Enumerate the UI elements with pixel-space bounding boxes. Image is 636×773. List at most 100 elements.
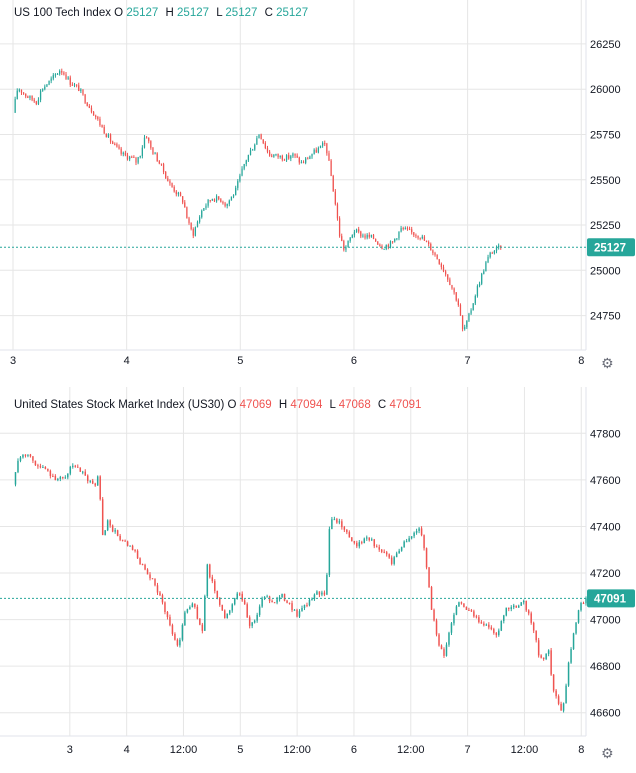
candle-body bbox=[207, 200, 209, 206]
candle-body bbox=[370, 234, 373, 237]
candle-body bbox=[358, 229, 360, 232]
candle-body bbox=[90, 107, 93, 112]
candle-body bbox=[475, 616, 478, 618]
x-tick-label: 12:00 bbox=[170, 744, 198, 756]
candle-body bbox=[394, 238, 396, 242]
candle-body bbox=[445, 644, 448, 656]
candlestick-chart-us100[interactable]: 24750 25000 25250 25500 25750 26000 26250 3 4 5 6 7… bbox=[0, 0, 636, 376]
candle-body bbox=[435, 620, 438, 635]
candle-body bbox=[455, 292, 457, 301]
candle-body bbox=[104, 530, 106, 535]
candle-body bbox=[470, 310, 472, 314]
candle-body bbox=[48, 80, 50, 85]
gear-icon[interactable]: ⚙ bbox=[601, 355, 614, 371]
candle-body bbox=[56, 73, 59, 75]
candle-body bbox=[171, 625, 174, 634]
candle-body bbox=[279, 155, 281, 157]
candle-body bbox=[184, 202, 186, 208]
candlestick-chart-us30[interactable]: 46600 46800 47000 47200 47400 47600 47800 3 4 12:… bbox=[0, 387, 636, 773]
candle-body bbox=[63, 72, 65, 75]
candle-body bbox=[517, 605, 520, 608]
candle-body bbox=[417, 235, 419, 238]
candle-body bbox=[143, 137, 146, 148]
candle-body bbox=[522, 600, 525, 603]
candle-body bbox=[221, 604, 224, 611]
candle-body bbox=[42, 89, 44, 91]
candle-body bbox=[156, 585, 159, 593]
candle-body bbox=[334, 191, 336, 205]
ohlc-low-value: 25127 bbox=[225, 7, 258, 19]
candle-body bbox=[78, 85, 80, 92]
candle-body bbox=[438, 634, 440, 646]
candle-body bbox=[468, 313, 470, 321]
candle-body bbox=[276, 599, 278, 603]
candle-body bbox=[390, 557, 393, 564]
ohlc-open-label: O bbox=[227, 399, 237, 411]
candle-body bbox=[347, 240, 349, 248]
candle-body bbox=[105, 133, 107, 137]
candle-body bbox=[169, 181, 171, 184]
candle-body bbox=[400, 228, 402, 232]
candle-body bbox=[349, 237, 351, 241]
candle-body bbox=[27, 454, 29, 456]
candle-body bbox=[213, 199, 216, 202]
candle-body bbox=[139, 558, 141, 565]
candle-body bbox=[231, 604, 233, 611]
candle-body bbox=[19, 457, 22, 461]
ohlc-close-value: 47091 bbox=[389, 399, 422, 411]
candle-body bbox=[154, 578, 156, 586]
candle-body bbox=[268, 151, 271, 156]
candle-body bbox=[542, 657, 545, 659]
candle-body bbox=[211, 199, 213, 201]
candle-body bbox=[236, 593, 238, 599]
candle-body bbox=[209, 564, 211, 578]
chart-title: US 100 Tech Index bbox=[14, 7, 111, 19]
candle-body bbox=[520, 602, 522, 606]
candle-body bbox=[160, 163, 163, 165]
candle-body bbox=[134, 550, 136, 552]
candle-body bbox=[483, 623, 485, 626]
candle-body bbox=[351, 537, 353, 541]
candle-body bbox=[293, 609, 296, 611]
candle-body bbox=[57, 478, 59, 481]
candle-body bbox=[95, 115, 97, 117]
candle-body bbox=[16, 90, 18, 100]
candle-body bbox=[408, 538, 410, 542]
candle-body bbox=[527, 610, 530, 614]
candle-body bbox=[194, 227, 197, 236]
candle-body bbox=[162, 164, 165, 172]
candle-body bbox=[146, 569, 149, 575]
candle-body bbox=[540, 655, 542, 658]
candle-body bbox=[296, 609, 298, 617]
y-tick-label: 46600 bbox=[590, 708, 621, 720]
ohlc-open-value: 25127 bbox=[126, 7, 159, 19]
candle-body bbox=[545, 653, 547, 659]
candle-body bbox=[214, 581, 216, 591]
candle-body bbox=[18, 89, 20, 91]
candle-body bbox=[448, 632, 450, 645]
candle-body bbox=[309, 156, 311, 160]
candle-body bbox=[423, 535, 425, 549]
candle-body bbox=[266, 148, 269, 152]
candle-body bbox=[64, 477, 67, 479]
candle-body bbox=[500, 621, 503, 631]
candle-body bbox=[480, 622, 483, 624]
candle-body bbox=[341, 521, 343, 528]
ohlc-open-label: O bbox=[114, 7, 124, 19]
candle-body bbox=[226, 613, 228, 619]
candle-body bbox=[403, 541, 405, 548]
candle-body bbox=[203, 208, 205, 211]
candle-body bbox=[440, 645, 443, 650]
candle-body bbox=[332, 175, 334, 192]
candle-body bbox=[425, 240, 428, 243]
candle-body bbox=[328, 153, 330, 161]
candle-body bbox=[119, 535, 121, 540]
candle-body bbox=[428, 567, 430, 588]
candle-body bbox=[73, 84, 76, 86]
candle-body bbox=[99, 476, 101, 500]
candle-body bbox=[525, 600, 527, 611]
ohlc-close-value: 25127 bbox=[276, 7, 309, 19]
candle-body bbox=[219, 597, 221, 605]
gear-icon[interactable]: ⚙ bbox=[601, 745, 614, 761]
candle-body bbox=[343, 240, 345, 250]
